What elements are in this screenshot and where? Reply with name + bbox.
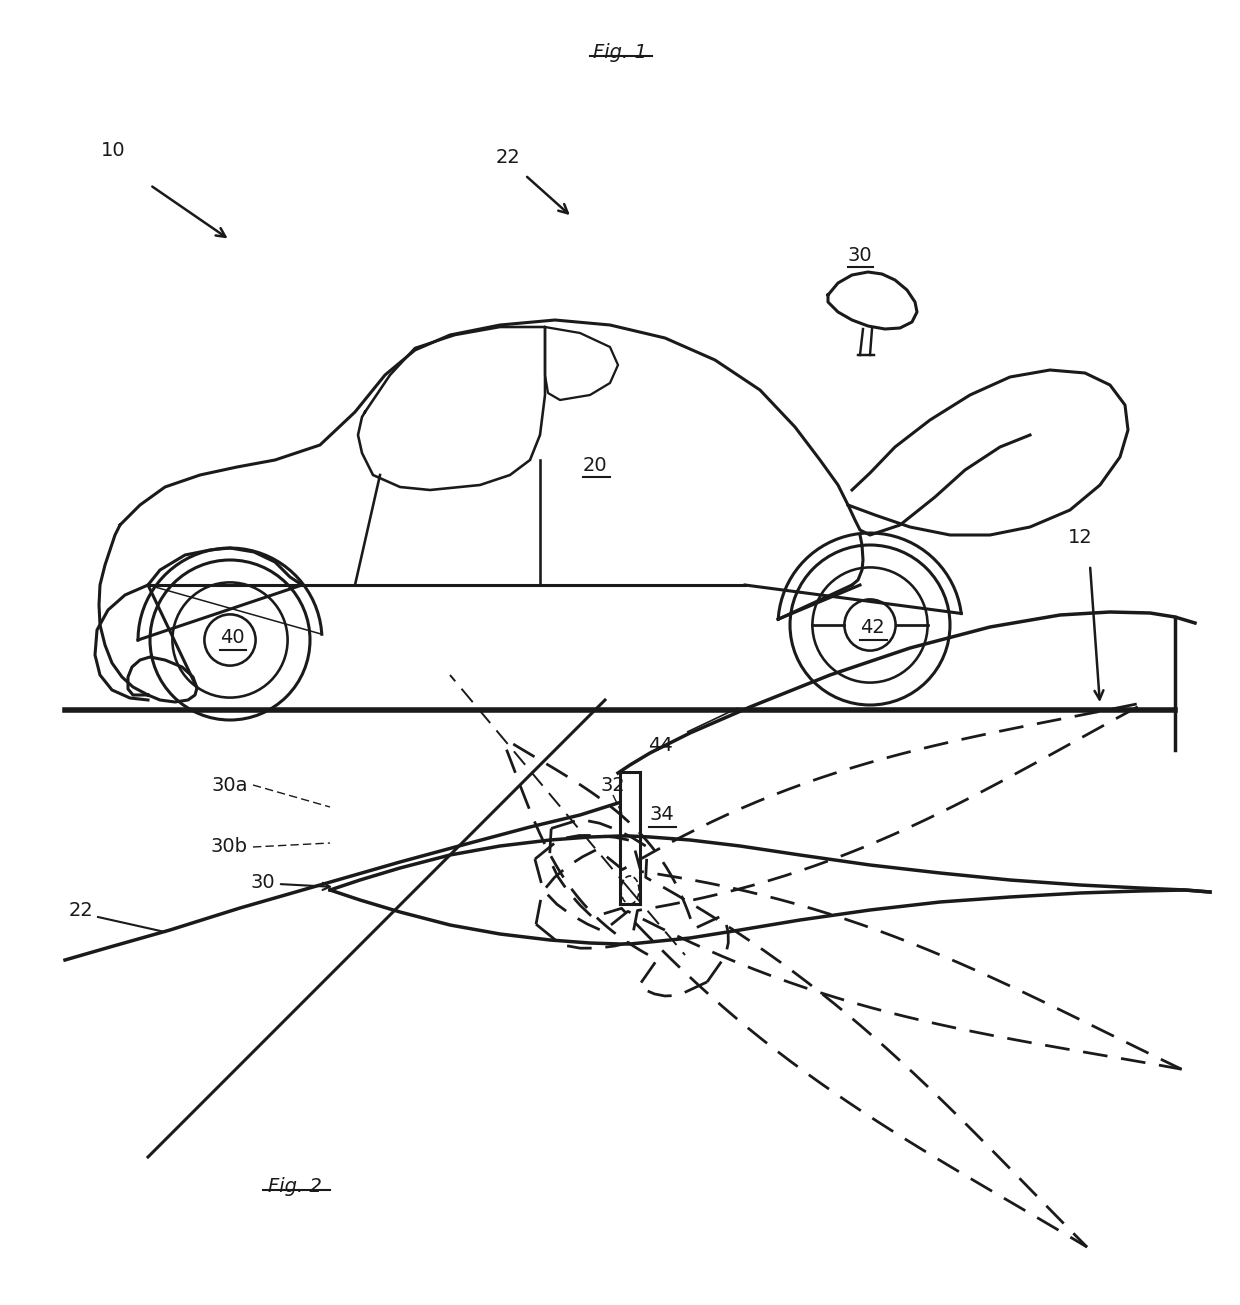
Text: 32: 32 bbox=[600, 775, 625, 795]
Text: 12: 12 bbox=[1068, 527, 1092, 547]
Text: 30: 30 bbox=[250, 873, 275, 891]
Text: 30: 30 bbox=[848, 245, 872, 265]
Text: Fig. 1: Fig. 1 bbox=[593, 43, 647, 63]
Text: Fig. 2: Fig. 2 bbox=[268, 1177, 322, 1195]
Text: 22: 22 bbox=[496, 147, 521, 167]
Text: 10: 10 bbox=[100, 141, 125, 159]
Text: 44: 44 bbox=[647, 736, 672, 754]
Text: 30b: 30b bbox=[211, 838, 248, 856]
Text: 40: 40 bbox=[219, 628, 244, 646]
Text: 34: 34 bbox=[650, 805, 675, 825]
Text: 22: 22 bbox=[68, 900, 93, 920]
Text: 30a: 30a bbox=[212, 775, 248, 795]
Text: 20: 20 bbox=[583, 455, 608, 475]
Text: 42: 42 bbox=[859, 617, 884, 637]
